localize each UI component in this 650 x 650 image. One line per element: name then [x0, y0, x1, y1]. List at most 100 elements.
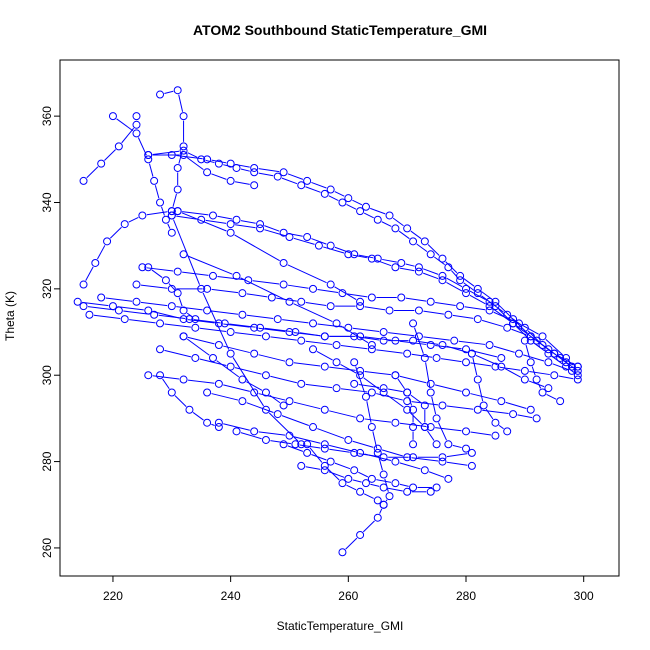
data-point — [291, 440, 300, 449]
y-axis: 260 280 300 320 340 360 — [40, 106, 61, 558]
series-line-segment — [570, 363, 574, 366]
series-line-segment — [364, 336, 391, 341]
series-line-segment — [223, 423, 250, 431]
series-line-segment — [485, 408, 494, 420]
series-line-segment — [211, 159, 227, 164]
series-line-segment — [381, 449, 403, 457]
data-point — [320, 189, 329, 198]
data-point — [350, 379, 359, 388]
series-line-segment — [211, 393, 239, 401]
data-point — [97, 293, 106, 302]
series-line-segment — [309, 447, 323, 463]
plot-area — [73, 86, 582, 557]
series-line-segment — [546, 394, 557, 400]
data-point — [156, 198, 165, 207]
data-point — [256, 220, 265, 229]
series-line-segment — [164, 90, 174, 94]
series-line-segment — [345, 537, 358, 550]
series-line-segment — [340, 363, 357, 374]
data-point — [250, 349, 259, 358]
data-point — [320, 362, 329, 371]
data-point — [385, 306, 394, 315]
series-line-segment — [281, 415, 309, 426]
data-point — [309, 284, 318, 293]
data-point — [356, 530, 365, 539]
data-point — [332, 319, 341, 328]
data-point — [379, 388, 388, 397]
data-point — [356, 297, 365, 306]
data-point — [208, 353, 217, 362]
data-point — [462, 358, 471, 367]
data-point — [279, 280, 288, 289]
data-point — [85, 310, 94, 319]
series-line-segment — [364, 370, 391, 376]
series-line-segment — [223, 384, 250, 392]
series-line-segment — [258, 172, 274, 177]
series-line-segment — [385, 499, 388, 502]
data-point — [238, 289, 247, 298]
data-point — [409, 423, 418, 432]
series-line-segment — [240, 277, 286, 301]
data-point — [179, 146, 188, 155]
series-line-segment — [378, 457, 383, 471]
data-point — [250, 163, 259, 172]
series-line-segment — [397, 378, 406, 390]
data-point — [297, 181, 306, 190]
data-point — [456, 302, 465, 311]
series-line-segment — [311, 181, 327, 189]
series-line-segment — [293, 436, 321, 444]
data-point — [179, 142, 188, 151]
data-point — [491, 431, 500, 440]
data-point — [326, 457, 335, 466]
series-line-segment — [182, 211, 209, 216]
series-line-segment — [414, 327, 424, 354]
data-point — [462, 388, 471, 397]
data-point — [426, 340, 435, 349]
data-point — [573, 362, 582, 371]
data-point — [473, 405, 482, 414]
series-14 — [203, 388, 476, 470]
series-line-segment — [268, 412, 299, 442]
data-point — [261, 388, 270, 397]
data-point — [544, 358, 553, 367]
data-point — [309, 319, 318, 328]
data-point — [444, 474, 453, 483]
data-point — [509, 410, 518, 419]
data-point — [203, 168, 212, 177]
data-point — [156, 319, 165, 328]
series-line-segment — [146, 211, 168, 216]
data-point — [326, 185, 335, 194]
chart-title: ATOM2 Southbound StaticTemperature_GMI — [193, 22, 487, 38]
series-line-segment — [388, 332, 415, 337]
data-point — [132, 120, 141, 129]
data-point — [473, 375, 482, 384]
data-point — [432, 414, 441, 423]
data-point — [179, 332, 188, 341]
data-point — [438, 276, 447, 285]
data-point — [161, 215, 170, 224]
series-line-segment — [358, 336, 380, 341]
data-point — [532, 336, 541, 345]
series-line-segment — [234, 181, 250, 185]
data-point — [144, 371, 153, 380]
data-point — [91, 258, 100, 267]
data-point — [167, 302, 176, 311]
series-line-segment — [329, 448, 350, 453]
series-line-segment — [445, 261, 458, 274]
data-point — [173, 289, 182, 298]
data-point — [356, 366, 365, 375]
data-point — [426, 423, 435, 432]
series-line-segment — [235, 332, 262, 337]
series-line-segment — [427, 244, 440, 256]
data-point — [297, 379, 306, 388]
data-point — [444, 310, 453, 319]
series-line-segment — [116, 118, 134, 132]
data-point — [356, 487, 365, 496]
series-16 — [214, 418, 453, 483]
series-line-segment — [463, 278, 475, 287]
data-point — [250, 388, 259, 397]
data-point — [309, 345, 318, 354]
series-line-segment — [128, 216, 139, 223]
series-line-segment — [293, 237, 315, 245]
series-line-segment — [370, 483, 380, 487]
